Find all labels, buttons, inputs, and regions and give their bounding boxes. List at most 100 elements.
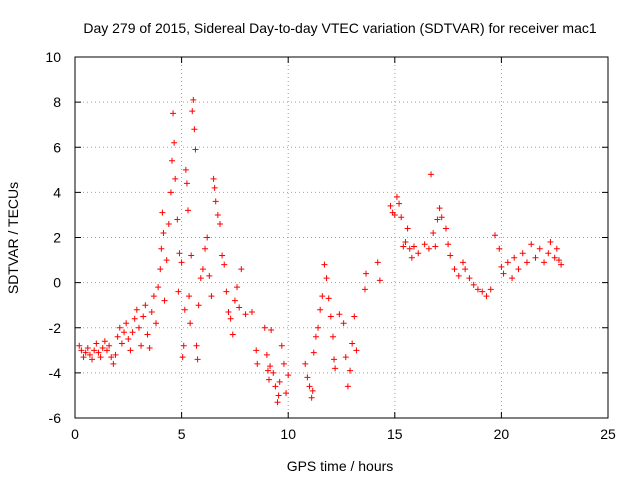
data-point [242,311,249,318]
data-point [361,286,368,293]
data-point [158,245,165,252]
data-point [340,320,347,327]
data-point [78,347,85,354]
data-point [150,293,157,300]
data-point [315,324,322,331]
data-point [238,266,245,273]
data-point [451,266,458,273]
data-point [387,202,394,209]
data-point [210,175,217,182]
data-point [165,220,172,227]
x-axis-title: GPS time / hours [287,458,394,474]
data-point [351,313,358,320]
data-point [118,340,125,347]
data-point [408,254,415,261]
data-point [393,193,400,200]
data-point [327,313,334,320]
x-tick-label: 20 [494,426,510,442]
data-point [263,351,270,358]
data-point [312,333,319,340]
data-point [253,347,260,354]
data-point [280,360,287,367]
data-point [509,275,516,282]
data-point [553,245,560,252]
data-point [108,354,115,361]
data-point [155,284,162,291]
data-point [144,331,151,338]
data-point [400,243,407,250]
data-point [202,245,209,252]
data-point [191,126,198,133]
data-point [138,342,145,349]
data-point [272,383,279,390]
data-point [528,241,535,248]
data-point [466,275,473,282]
data-point [410,243,417,250]
data-point [498,263,505,270]
data-point [325,295,332,302]
data-point [182,166,189,173]
data-point [197,275,204,282]
data-point [153,320,160,327]
data-point [116,324,123,331]
data-point [425,245,432,252]
data-point [254,360,261,367]
data-point [436,205,443,212]
data-point [129,329,136,336]
data-point [211,184,218,191]
data-point [519,250,526,257]
grid [75,57,608,418]
data-point [86,351,93,358]
data-point [558,261,565,268]
data-point [175,288,182,295]
y-tick-label: -6 [49,410,62,426]
data-point [186,293,193,300]
data-point [470,281,477,288]
data-point [492,232,499,239]
data-point [329,333,336,340]
data-point [523,259,530,266]
data-point [541,259,548,266]
data-point [189,108,196,115]
data-point [274,399,281,406]
data-points [76,96,565,406]
data-point [225,308,232,315]
data-point [319,293,326,300]
y-tick-label: 10 [45,49,61,65]
data-point [536,245,543,252]
data-point [349,340,356,347]
data-point [95,349,102,356]
data-point [547,239,554,246]
data-point [229,331,236,338]
data-point [127,347,134,354]
y-tick-label: 8 [53,94,61,110]
y-tick-label: 6 [53,139,61,155]
data-point [133,306,140,313]
data-point [479,288,486,295]
data-point [167,189,174,196]
data-point [347,367,354,374]
x-tick-label: 0 [71,426,79,442]
data-point [268,327,275,334]
data-point [309,387,316,394]
data-point [101,338,108,345]
data-point [123,320,130,327]
data-point [406,245,413,252]
data-point [110,360,117,367]
data-point [267,363,274,370]
data-point [97,354,104,361]
data-point [532,254,539,261]
data-point [159,209,166,216]
data-point [487,286,494,293]
data-point [181,306,188,313]
data-point [515,266,522,273]
data-point [103,347,110,354]
data-point [140,313,147,320]
data-point [391,211,398,218]
data-point [179,354,186,361]
data-point [216,220,223,227]
data-point [121,329,128,336]
y-tick-label: 4 [53,184,61,200]
data-point [190,96,197,103]
